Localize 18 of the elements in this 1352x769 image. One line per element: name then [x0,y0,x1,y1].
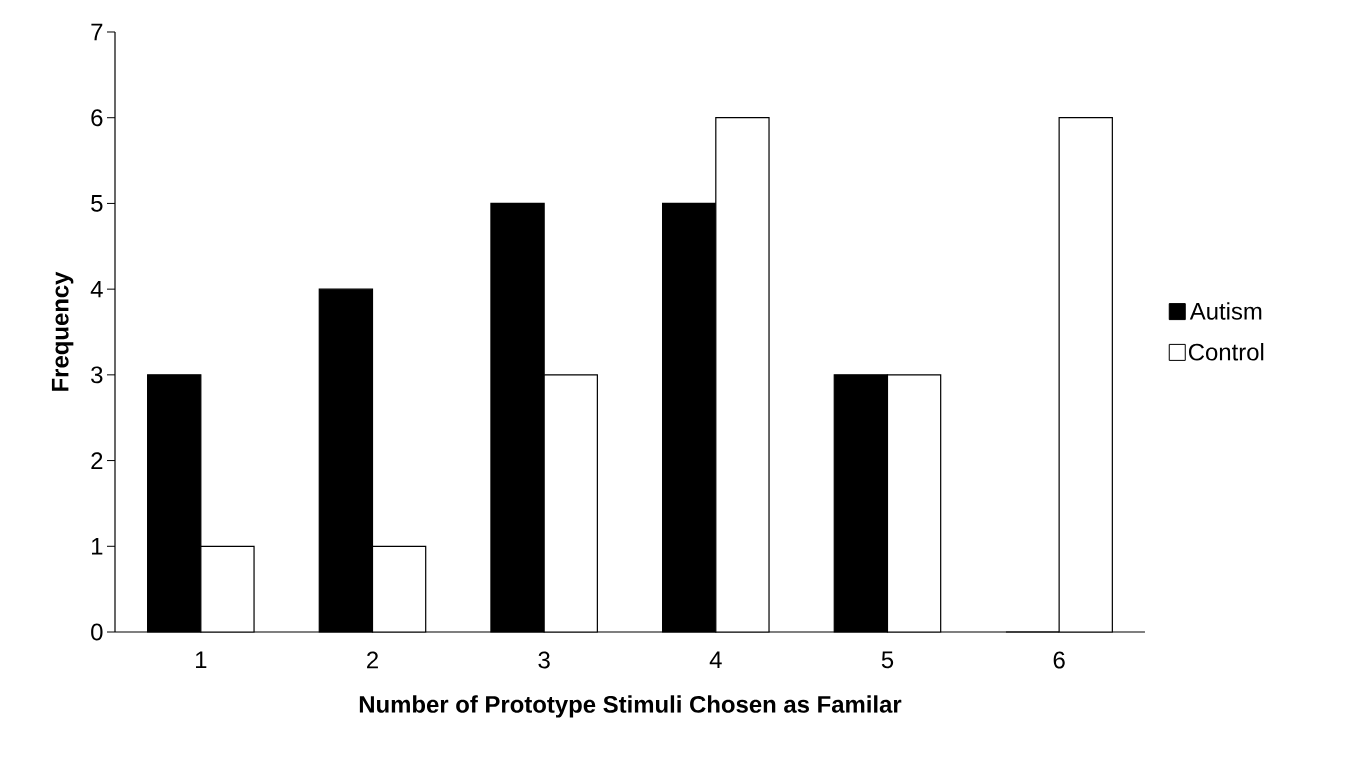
x-tick-label: 2 [367,651,378,669]
y-tick-label: 4 [90,280,103,298]
y-tick-label: 1 [92,538,103,555]
x-tick-label: 6 [1053,651,1065,669]
y-tick-label: 7 [91,23,103,41]
x-tick-label: 1 [196,651,207,668]
x-tick-label: 4 [709,651,722,668]
y-axis-title: Frequency [51,271,74,391]
y-tick-label: 3 [91,366,103,384]
y-tick-label: 5 [91,195,103,212]
x-axis-title: Number of Prototype Stimuli Chosen as Familar [359,695,902,718]
legend-label: Autism [1189,302,1262,320]
x-tick-label: 5 [881,651,894,669]
y-tick-label: 6 [91,109,103,127]
y-tick-label: 2 [91,452,103,469]
legend-label: Control [1188,342,1264,361]
x-tick-label: 3 [538,651,550,669]
y-tick-label: 0 [91,623,103,641]
